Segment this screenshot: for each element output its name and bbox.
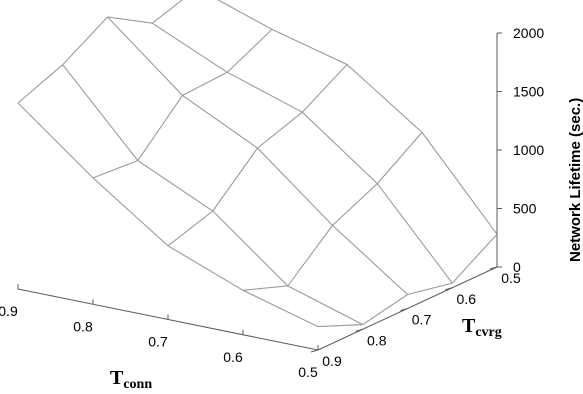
- z-tick-label: 500: [513, 201, 537, 217]
- x-axis-title: Tconn: [110, 367, 152, 392]
- axes-layer: [17, 32, 502, 353]
- y-tick-mark: [355, 328, 363, 332]
- y-tick-mark: [400, 308, 408, 311]
- z-tick-label: 1500: [513, 84, 544, 100]
- x-tick-label: 0.7: [148, 334, 168, 350]
- x-axis-title-subscript: conn: [123, 377, 152, 392]
- y-axis-title: Tcvrg: [462, 315, 502, 340]
- z-tick-label: 1000: [513, 142, 544, 158]
- y-axis-title-subscript: cvrg: [475, 325, 501, 340]
- y-tick-label: 0.9: [322, 353, 342, 369]
- surface-line-conn: [167, 64, 348, 247]
- surface-line-conn: [242, 132, 423, 291]
- x-axis-title-main: T: [110, 367, 124, 389]
- surface-line-cvrg: [151, 22, 453, 284]
- y-tick-mark: [489, 266, 498, 270]
- z-tick-label: 2000: [513, 25, 544, 41]
- y-tick-label: 0.8: [367, 332, 387, 348]
- surface-line-conn: [317, 233, 498, 328]
- y-axis-title-main: T: [462, 315, 476, 337]
- labels-layer: Network Lifetime (sec.) Tconn Tcvrg 0 500…: [0, 25, 583, 392]
- y-tick-label: 0.6: [457, 291, 477, 307]
- surface-line-cvrg: [62, 64, 364, 326]
- z-tick-label: 0: [513, 259, 521, 275]
- x-tick-label: 0.8: [73, 318, 93, 334]
- surface-line-cvrg: [17, 102, 319, 328]
- y-tick-label: 0.7: [412, 312, 432, 328]
- x-tick-label: 0.9: [0, 303, 18, 319]
- y-tick-mark: [310, 349, 319, 353]
- surface-line-cvrg: [107, 16, 408, 295]
- y-tick-label: 0.5: [501, 270, 521, 286]
- x-tick-label: 0.5: [298, 364, 318, 380]
- z-axis-label: Network Lifetime (sec.): [567, 98, 583, 262]
- x-tick-label: 0.6: [223, 349, 243, 365]
- y-tick-mark: [445, 287, 453, 291]
- surface-line-conn: [17, 0, 183, 104]
- surface-line-cvrg: [217, 0, 498, 235]
- surface-layer: [17, 0, 498, 328]
- surface-line-conn: [92, 29, 273, 179]
